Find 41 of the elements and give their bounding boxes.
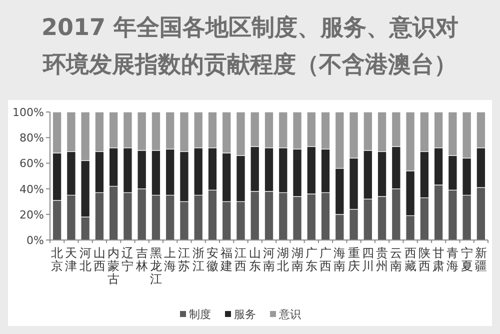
- y-tick-label: 80%: [20, 132, 44, 145]
- x-tick-label: 吉林: [134, 246, 148, 273]
- x-tick-label: 西藏: [404, 246, 416, 273]
- x-tick-label: 四川: [362, 246, 374, 273]
- y-tick-label: 100%: [12, 106, 44, 119]
- x-tick-label: 黑龙江: [150, 246, 162, 286]
- x-tick-label: 河北: [79, 246, 92, 273]
- legend-label: 意识: [278, 308, 301, 321]
- x-tick-label: 上海: [164, 246, 176, 273]
- x-tick-label: 贵州: [376, 246, 388, 273]
- x-tick-label: 安徽: [206, 246, 218, 273]
- x-tick-label: 山东: [248, 246, 261, 273]
- x-tick-label: 北京: [51, 246, 64, 273]
- x-tick-label: 河南: [263, 246, 275, 273]
- x-tick-label: 广东: [305, 246, 318, 273]
- x-tick-label: 重庆: [348, 246, 360, 273]
- legend-label: 制度: [189, 308, 211, 321]
- y-tick-label: 60%: [20, 157, 44, 170]
- x-tick-label: 江苏: [178, 246, 190, 273]
- x-tick-label: 陕西: [418, 246, 430, 273]
- x-tick-label: 辽宁: [122, 246, 134, 273]
- x-tick-label: 内蒙古: [108, 246, 120, 286]
- x-tick-label: 湖北: [277, 246, 290, 273]
- x-tick-label: 宁夏: [460, 246, 473, 273]
- x-tick-label: 青海: [446, 246, 459, 273]
- legend-label: 服务: [234, 308, 256, 321]
- x-tick-label: 海南: [334, 246, 346, 273]
- x-tick-label: 福建: [220, 246, 233, 273]
- x-tick-label: 浙江: [192, 246, 204, 273]
- x-tick-label: 新疆: [474, 246, 487, 273]
- chart-title: 2017 年全国各地区制度、服务、意识对环境发展指数的贡献程度（不含港澳台）: [40, 14, 460, 80]
- x-tick-label: 云南: [390, 246, 402, 273]
- y-tick-label: 0%: [26, 234, 44, 247]
- y-tick-label: 20%: [20, 208, 44, 222]
- x-tick-label: 山西: [93, 246, 106, 273]
- x-tick-label: 湖南: [291, 246, 304, 273]
- x-tick-label: 天津: [65, 246, 78, 273]
- x-tick-label: 广西: [320, 246, 332, 273]
- x-tick-label: 江西: [234, 246, 247, 273]
- x-tick-label: 甘肃: [432, 246, 445, 273]
- y-tick-label: 40%: [20, 182, 44, 196]
